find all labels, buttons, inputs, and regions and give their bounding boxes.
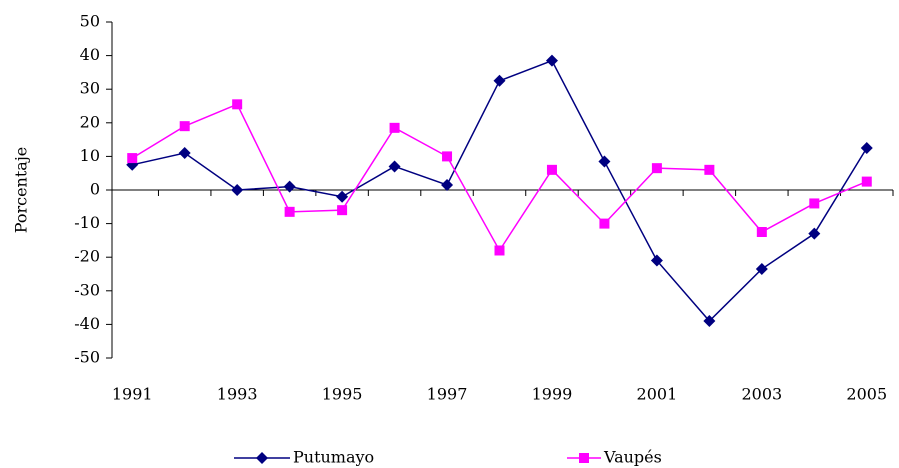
point: [441, 178, 454, 191]
point: [127, 153, 138, 164]
y-tick-label: 50: [80, 12, 100, 31]
y-tick-label: 0: [90, 180, 100, 199]
point: [494, 245, 505, 256]
x-tick-label: 1999: [532, 385, 573, 404]
point: [231, 184, 244, 196]
y-tick-label: 30: [80, 79, 100, 98]
y-tick-label: -10: [74, 213, 100, 232]
legend-label: Putumayo: [293, 448, 374, 467]
point: [283, 180, 296, 193]
series-line: [131, 103, 868, 252]
x-tick-label: 1991: [112, 385, 153, 404]
point: [650, 254, 663, 267]
y-tick-label: -50: [74, 348, 100, 367]
point: [545, 54, 558, 67]
point: [809, 198, 820, 209]
x-tick-label: 2005: [846, 385, 887, 404]
point: [703, 315, 716, 328]
x-tick-label: 2001: [637, 385, 678, 404]
point: [284, 206, 295, 217]
point: [860, 142, 873, 154]
point: [389, 122, 400, 133]
point: [598, 155, 611, 168]
legend-marker: [256, 452, 268, 464]
x-tick-label: 2003: [741, 385, 782, 404]
point: [808, 227, 821, 240]
point: [178, 147, 191, 160]
y-tick-label: 40: [80, 45, 100, 64]
point: [546, 164, 557, 175]
point: [704, 164, 715, 175]
y-tick-label: 20: [80, 112, 100, 131]
series-line: [132, 59, 868, 323]
y-tick-label: -20: [74, 247, 100, 266]
y-tick-label: 10: [80, 146, 100, 165]
point: [179, 121, 190, 132]
point: [493, 74, 506, 87]
y-axis-label: Porcentaje: [12, 147, 31, 234]
point: [388, 160, 401, 173]
x-tick-label: 1997: [427, 385, 468, 404]
x-tick-label: 1993: [217, 385, 258, 404]
y-tick-label: -30: [74, 280, 100, 299]
point: [336, 190, 349, 203]
point: [651, 163, 662, 174]
x-tick-label: 1995: [322, 385, 363, 404]
legend-label: Vaupés: [603, 448, 662, 467]
point: [232, 99, 243, 110]
point: [599, 218, 610, 229]
point: [442, 151, 453, 162]
point: [756, 227, 767, 237]
legend-marker: [579, 453, 589, 463]
point: [755, 262, 768, 275]
point: [861, 176, 872, 187]
y-tick-label: -40: [74, 314, 100, 333]
point: [337, 205, 348, 216]
